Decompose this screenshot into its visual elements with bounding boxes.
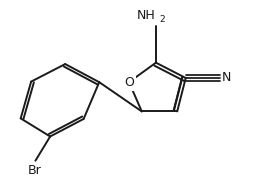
Text: O: O [124, 76, 134, 89]
Text: Br: Br [28, 164, 42, 177]
Text: NH: NH [137, 9, 155, 22]
Text: 2: 2 [159, 15, 165, 24]
Text: N: N [222, 72, 231, 84]
